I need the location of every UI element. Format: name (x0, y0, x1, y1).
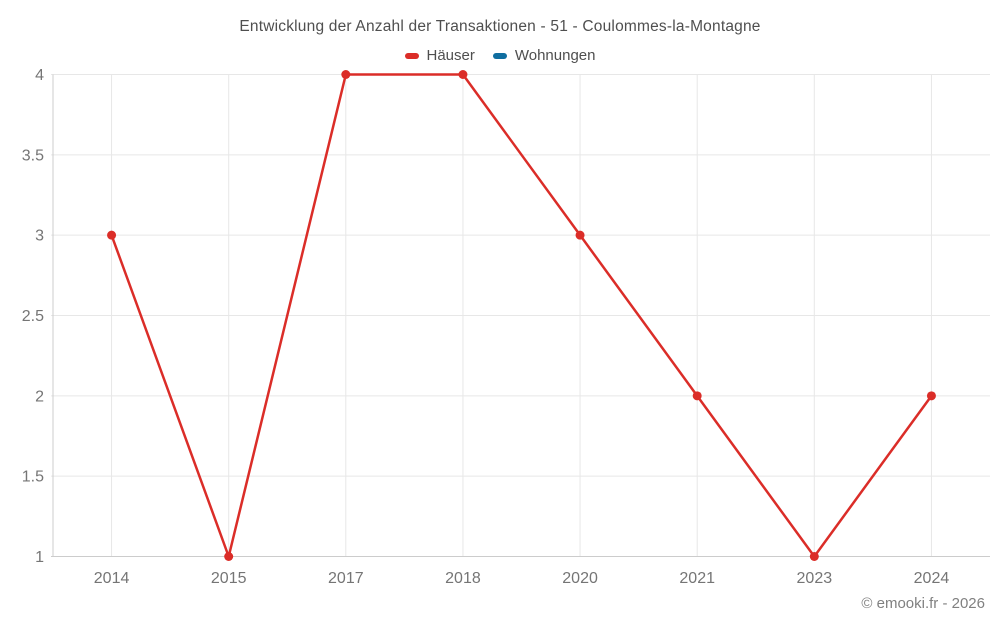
y-tick-label: 2 (35, 388, 44, 405)
legend-label-hauser: Häuser (426, 47, 475, 64)
x-tick-label-2021: 2021 (679, 570, 715, 587)
y-tick-label: 3 (35, 228, 44, 245)
x-tick-label-2014: 2014 (94, 570, 130, 587)
x-tick-label-2020: 2020 (562, 570, 598, 587)
legend-swatch-hauser (404, 52, 419, 59)
data-point-häuser-2015[interactable] (224, 552, 234, 561)
copyright-footer: © emooki.fr - 2026 (861, 595, 985, 612)
x-tick-label-2018: 2018 (445, 570, 481, 587)
legend-item-wohnungen[interactable]: Wohnungen (492, 47, 596, 64)
x-tick-label-2023: 2023 (797, 570, 833, 587)
data-point-häuser-2024[interactable] (926, 391, 936, 401)
data-point-häuser-2021[interactable] (692, 391, 702, 401)
x-tick-label-2015: 2015 (211, 570, 247, 587)
data-point-häuser-2018[interactable] (458, 70, 468, 79)
legend-item-hauser[interactable]: Häuser (404, 47, 475, 64)
y-tick-label: 1 (35, 549, 44, 566)
series-line-häuser (110, 73, 933, 558)
y-tick-label: 1.5 (22, 469, 44, 486)
legend: Häuser Wohnungen (0, 47, 1000, 64)
legend-label-wohnungen: Wohnungen (514, 47, 596, 64)
data-point-häuser-2014[interactable] (107, 230, 117, 240)
legend-swatch-wohnungen (492, 52, 507, 59)
y-tick-label: 2.5 (22, 308, 44, 325)
chart-title: Entwicklung der Anzahl der Transaktionen… (239, 18, 761, 35)
x-tick-label-2017: 2017 (328, 570, 364, 587)
data-point-häuser-2023[interactable] (809, 552, 819, 561)
data-point-häuser-2017[interactable] (341, 70, 351, 79)
y-tick-label: 4 (35, 67, 44, 84)
y-tick-label: 3.5 (22, 147, 44, 164)
data-point-häuser-2020[interactable] (575, 230, 585, 240)
x-tick-label-2024: 2024 (914, 570, 950, 587)
